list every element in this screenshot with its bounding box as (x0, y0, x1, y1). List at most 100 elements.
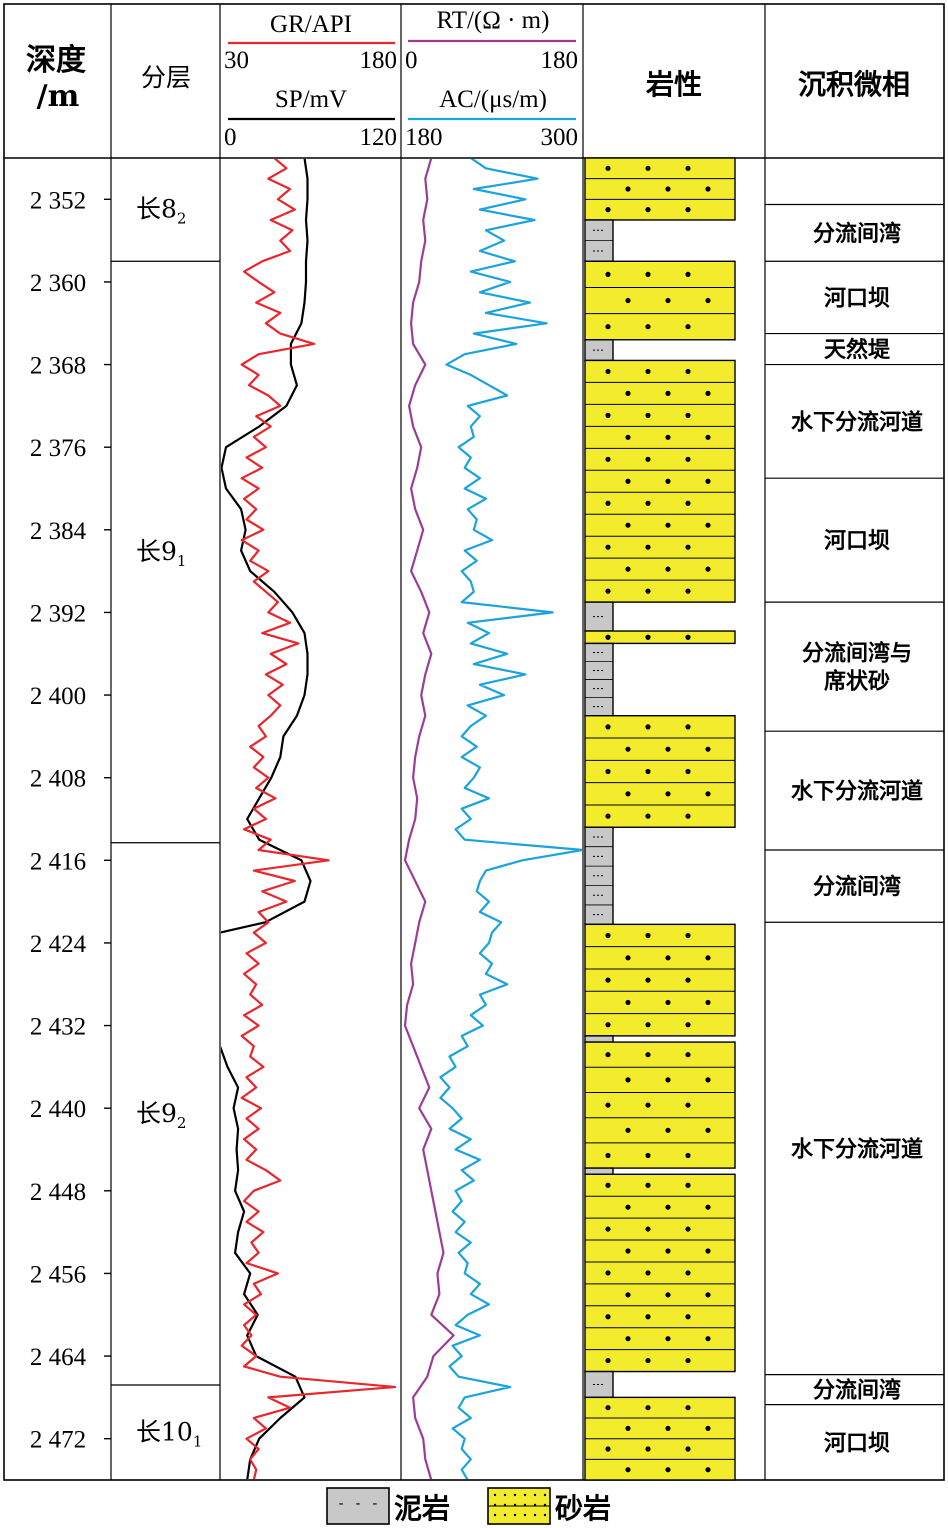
sand-grain (685, 1357, 691, 1364)
sand-grain (705, 955, 711, 961)
sand-grain (685, 1152, 691, 1159)
sand-grain (645, 977, 651, 983)
sand-grain (705, 434, 711, 440)
sand-grain (685, 1102, 691, 1108)
sand-grain (685, 456, 691, 462)
sand-grain (705, 1248, 711, 1254)
sand-grain (645, 724, 651, 730)
facies-label-line: 水下分流河道 (791, 1136, 923, 1162)
sand-grain (705, 1127, 711, 1133)
sand-grain (645, 588, 651, 594)
sand-grain (625, 1292, 631, 1298)
depth-tick-label: 2 416 (30, 848, 86, 875)
sandstone-fill (584, 359, 736, 603)
sand-grain (685, 1182, 691, 1188)
sandstone-bed (584, 1041, 736, 1169)
sandstone-bed (584, 630, 736, 645)
sand-grain (605, 368, 611, 375)
mudstone-bed (584, 642, 614, 717)
sand-grain (605, 1052, 611, 1058)
header-sp: SP/mV (275, 86, 347, 113)
sand-grain (685, 1226, 691, 1232)
sand-grain (645, 500, 651, 506)
sand-grain (685, 500, 691, 506)
sand-grain (705, 566, 711, 572)
sand-grain (605, 412, 611, 418)
depth-column: 2 352 2 360 2 368 2 376 2 384 2 392 2 400 2 408… (30, 187, 111, 1454)
ac-scale-min: 180 (405, 124, 443, 151)
sand-grain (625, 1127, 631, 1133)
sand-grain (705, 791, 711, 797)
sand-grain (645, 165, 651, 171)
sand-grain (605, 165, 611, 171)
sand-grain (605, 1226, 611, 1232)
sand-grain (705, 1077, 711, 1083)
sand-grain (605, 271, 611, 277)
facies-label-line: 分流间湾 (813, 221, 901, 247)
sand-grain (625, 746, 631, 752)
sand-grain (665, 186, 671, 192)
sand-grain (705, 1336, 711, 1342)
sand-grain (665, 746, 671, 752)
ac-curve (439, 159, 582, 1479)
depth-tick-label: 2 360 (30, 270, 86, 297)
depth-tick-label: 2 424 (30, 931, 87, 958)
sand-grain (605, 1314, 611, 1320)
sand-grain (645, 1226, 651, 1232)
depth-tick-label: 2 392 (30, 600, 86, 627)
sand-grain (605, 207, 611, 213)
sand-grain (645, 1314, 651, 1320)
depth-tick-label: 2 376 (30, 435, 86, 462)
sand-grain (605, 977, 611, 983)
facies-label-line: 分流间湾 (813, 1378, 901, 1404)
mudstone-bed (584, 1370, 614, 1399)
sand-grain (645, 1446, 651, 1452)
sand-grain (665, 297, 671, 304)
sand-grain (665, 1127, 671, 1133)
sandstone-bed (584, 1396, 736, 1481)
sand-grain (645, 1357, 651, 1364)
header-gr: GR/API (270, 11, 352, 38)
facies-column: 分流间湾河口坝天然堤水下分流河道河口坝分流间湾与席状砂水下分流河道分流间湾水下分… (765, 203, 944, 1456)
mudstone-bed (584, 219, 614, 262)
sand-grain (685, 977, 691, 983)
facies-label: 天然堤 (824, 337, 891, 363)
sand-grain (625, 1425, 631, 1431)
sand-grain (625, 186, 631, 192)
sand-grain (645, 1182, 651, 1188)
sand-grain (605, 456, 611, 462)
sand-grain (665, 566, 671, 572)
sand-grain (625, 566, 631, 572)
header-ac: AC/(μs/m) (439, 86, 547, 113)
facies-label: 水下分流河道 (791, 409, 923, 435)
sand-grain (705, 746, 711, 752)
mudstone-bed (584, 601, 614, 632)
sand-grain (625, 390, 631, 396)
sand-grain (605, 1022, 611, 1028)
sand-grain (705, 186, 711, 192)
facies-label-line: 河口坝 (824, 285, 890, 311)
sand-grain (665, 955, 671, 961)
ac-scale-max: 300 (541, 124, 579, 151)
mudstone-bed (584, 826, 614, 926)
sand-grain (605, 724, 611, 730)
sand-grain (625, 434, 631, 440)
sand-grain (665, 1204, 671, 1210)
mudstone-fill (584, 1167, 614, 1175)
depth-tick-label: 2 440 (30, 1096, 86, 1123)
sand-grain (705, 390, 711, 396)
rt-scale-max: 180 (541, 47, 579, 74)
sandstone-bed (584, 923, 736, 1037)
sand-grain (605, 1270, 611, 1276)
gr-scale-max: 180 (360, 47, 398, 74)
legend-mud-swatch (326, 1487, 390, 1525)
sand-grain (625, 1204, 631, 1210)
sand-grain (645, 1152, 651, 1159)
sand-grain (685, 207, 691, 213)
sand-grain (705, 1204, 711, 1210)
depth-tick-label: 2 400 (30, 683, 86, 710)
sand-grain (645, 1405, 651, 1411)
sand-grain (645, 456, 651, 462)
header-row: 深度 /m 分层 GR/API 30 180 SP/mV 0 120 RT/(Ω… (26, 7, 910, 151)
sand-grain (685, 1446, 691, 1452)
